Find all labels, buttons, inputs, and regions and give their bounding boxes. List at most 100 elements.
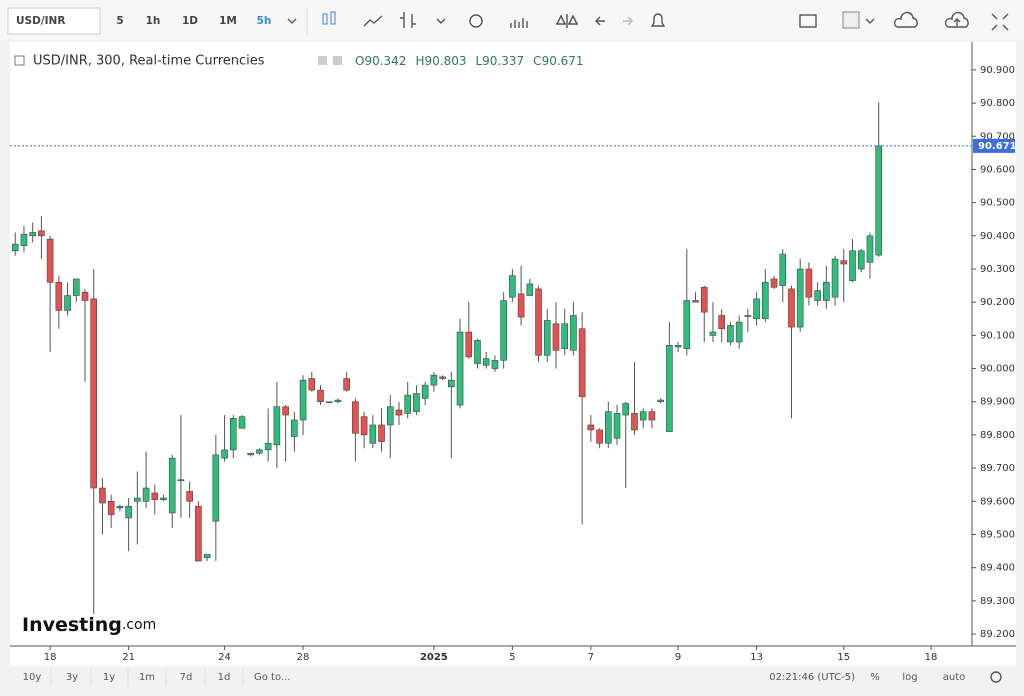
x-tick-label: 18 [925, 652, 938, 663]
ohlc-key: C [533, 54, 541, 68]
candle-body [866, 235, 874, 263]
interval-button[interactable]: 5 [116, 15, 123, 27]
candle-body [509, 275, 516, 298]
scale-option[interactable]: auto [943, 672, 966, 683]
candle-body [151, 492, 159, 500]
y-tick-label: 89.800 [980, 430, 1015, 441]
candle-body [308, 378, 316, 391]
line-icon[interactable] [363, 15, 383, 27]
candle-body [727, 325, 734, 343]
collapse-icon[interactable] [14, 55, 25, 66]
candle-body [561, 323, 568, 349]
color-icon[interactable] [842, 11, 860, 29]
x-tick-label: 2025 [420, 652, 448, 663]
candle-body [631, 413, 638, 431]
candle-body [11, 243, 19, 252]
symbol-box[interactable] [7, 7, 101, 35]
dropdown[interactable] [865, 18, 875, 24]
candle-body [46, 238, 54, 283]
candle-body [744, 315, 752, 317]
visibility-icon[interactable] [318, 56, 327, 65]
ohlc-legend: O90.342 H90.803 L90.337 C90.671 [355, 54, 584, 68]
interval-button[interactable]: 1M [219, 15, 237, 27]
x-tick-label: 5 [509, 652, 515, 663]
candles [11, 102, 882, 615]
chart-title: USD/INR, 300, Real-time Currencies [33, 54, 265, 69]
alert-icon[interactable] [650, 13, 666, 27]
x-tick-label: 9 [675, 652, 681, 663]
candle-body [761, 281, 769, 320]
bars-icon[interactable] [400, 12, 416, 28]
ohlc-value: 90.671 [542, 54, 584, 68]
candle-body [700, 286, 708, 313]
y-tick-label: 90.600 [980, 164, 1015, 175]
goto-button[interactable]: Go to... [254, 672, 290, 683]
settings-icon[interactable] [469, 14, 483, 28]
y-tick-label: 90.100 [980, 330, 1015, 341]
candle-body [753, 298, 760, 320]
toolbar-icons [287, 8, 1009, 34]
cloud-save-icon[interactable] [944, 11, 969, 28]
compare-icon[interactable] [556, 14, 578, 28]
fullscreen-icon[interactable] [991, 13, 1009, 31]
bottom-bar [0, 666, 1024, 696]
candle-body [413, 393, 420, 413]
candle-body [456, 331, 464, 406]
scale-option[interactable]: log [902, 672, 917, 683]
interval-button[interactable]: 1h [146, 15, 161, 27]
candle-body [72, 278, 80, 296]
candle-body [291, 419, 298, 437]
indicators-icon[interactable] [510, 18, 528, 28]
candle-body [692, 300, 699, 303]
candle-icon[interactable] [322, 11, 336, 25]
candle-body [474, 340, 481, 364]
candle-body [605, 411, 612, 444]
candle-body [38, 230, 45, 237]
candle-body [64, 295, 71, 311]
range-button[interactable]: 3y [66, 672, 78, 683]
range-button[interactable]: 1d [218, 672, 231, 683]
candle-body [587, 424, 595, 431]
y-tick-label: 90.700 [980, 131, 1015, 142]
y-tick-label: 89.900 [980, 397, 1015, 408]
axes: 89.200 89.300 89.400 89.500 89.600 89.700 89.8… [44, 65, 1015, 663]
candle-body [482, 358, 490, 366]
cloud-load-icon[interactable] [893, 11, 918, 28]
candle-body [657, 399, 664, 403]
dropdown[interactable] [287, 18, 297, 24]
candle-body [55, 281, 63, 311]
y-tick-label: 90.200 [980, 297, 1015, 308]
candle-body [116, 505, 124, 509]
plot-area [10, 42, 972, 646]
settings-icon[interactable] [990, 671, 1002, 683]
candle-body [421, 384, 429, 399]
scale-option[interactable]: % [870, 672, 880, 683]
candle-body [552, 323, 560, 351]
undo-icon[interactable] [595, 16, 605, 26]
range-button[interactable]: 1m [139, 672, 155, 683]
candle-body [195, 505, 202, 562]
y-tick-label: 90.400 [980, 231, 1015, 242]
candle-body [282, 406, 289, 416]
overlay: 90.671 [10, 138, 1017, 153]
y-tick-label: 90.300 [980, 264, 1015, 275]
candle-body [840, 260, 848, 265]
range-button[interactable]: 1y [103, 672, 115, 683]
interval-group: 5 1h 1D 1M 5h [116, 15, 271, 27]
range-button[interactable]: 10y [23, 672, 42, 683]
candle-body [325, 401, 333, 404]
candle-body [578, 328, 586, 398]
snapshot-icon[interactable] [799, 14, 817, 28]
candle-body [177, 479, 185, 482]
candle-body [264, 442, 272, 451]
redo-icon[interactable] [623, 16, 633, 26]
settings-icon[interactable] [333, 56, 342, 65]
interval-button[interactable]: 1D [182, 15, 198, 27]
interval-button[interactable]: 5h [257, 15, 272, 27]
candle-body [273, 406, 281, 446]
ohlc-key: H [415, 54, 424, 68]
candle-body [20, 233, 28, 247]
candle-body [378, 424, 385, 442]
dropdown[interactable] [436, 18, 446, 24]
range-button[interactable]: 7d [180, 672, 193, 683]
